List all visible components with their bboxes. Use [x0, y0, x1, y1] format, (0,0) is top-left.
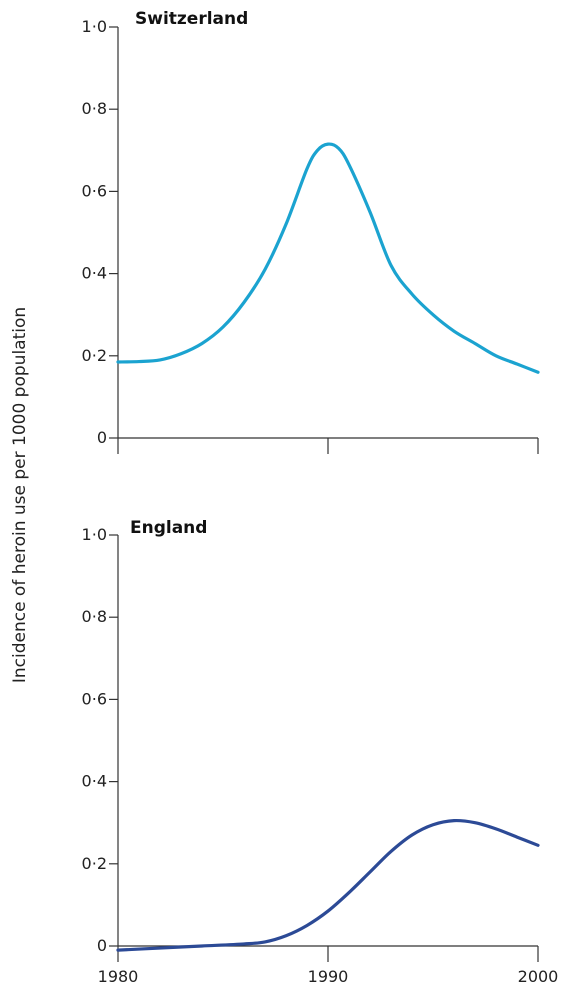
y-tick-label: 0·8: [82, 99, 107, 118]
y-tick-label: 0·6: [82, 181, 107, 200]
y-tick-label: 0: [97, 936, 107, 955]
series-line-england: [116, 818, 540, 952]
y-tick-label: 0·6: [82, 689, 107, 708]
y-axis-title: Incidence of heroin use per 1000 populat…: [10, 307, 30, 683]
panel-switzerland: Switzerland 0 0·2 0·4 0·6 0·8 1·0: [82, 9, 540, 454]
y-tick-label: 0·4: [82, 772, 107, 791]
y-tick-label: 0·8: [82, 607, 107, 626]
panel-title-england: England: [130, 518, 207, 538]
y-tick-label: 0·2: [82, 854, 107, 873]
y-tick-label: 0: [97, 428, 107, 447]
y-tick-label: 0·2: [82, 346, 107, 365]
panel-england: England 0 0·2 0·4 0·6 0·8 1·0 1980 1990 2000: [82, 518, 559, 986]
y-tick-label: 1·0: [82, 17, 107, 36]
x-tick-label: 2000: [518, 967, 559, 986]
panel-title-switzerland: Switzerland: [135, 9, 248, 29]
x-tick-label: 1990: [308, 967, 349, 986]
y-tick-label: 1·0: [82, 525, 107, 544]
y-tick-label: 0·4: [82, 264, 107, 283]
chart-panels: Switzerland 0 0·2 0·4 0·6 0·8 1·0 England 0 0·2 0·…: [82, 9, 559, 986]
series-line-switzerland: [116, 142, 540, 374]
x-tick-label: 1980: [98, 967, 139, 986]
